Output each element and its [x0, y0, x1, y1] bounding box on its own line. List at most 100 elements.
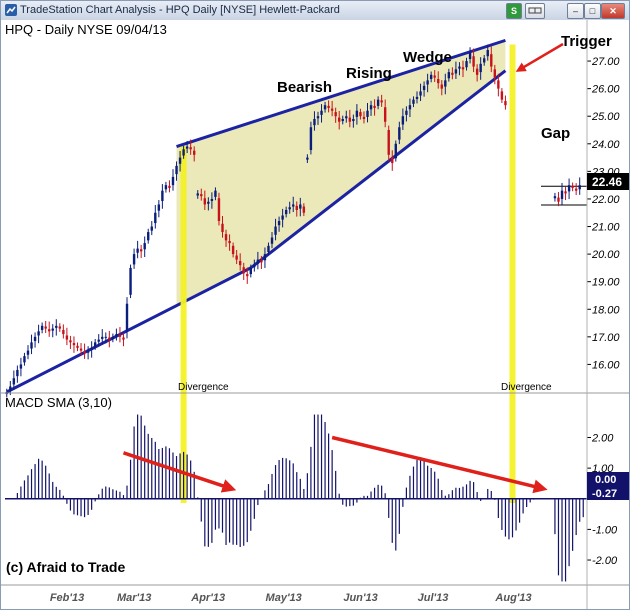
- annotation-rising: Rising: [346, 65, 392, 82]
- candle-body: [214, 190, 217, 197]
- annotation-gap: Gap: [541, 125, 570, 142]
- candle-body: [567, 185, 571, 192]
- candle-body: [299, 204, 302, 209]
- candle-body: [447, 72, 451, 79]
- candle-body: [419, 91, 422, 96]
- candle-body: [65, 335, 69, 340]
- candle-body: [97, 339, 100, 342]
- tradestation-app-icon: [5, 4, 17, 16]
- time-tick-label: Apr'13: [190, 592, 225, 604]
- candle-body: [147, 232, 150, 241]
- trigger-arrow: [515, 42, 564, 72]
- candle-body: [408, 105, 412, 110]
- candle-body: [196, 193, 199, 196]
- divergence-lines: [180, 44, 516, 503]
- candle-body: [497, 80, 500, 89]
- candle-body: [313, 118, 316, 126]
- candle-body: [415, 96, 419, 99]
- title-bar[interactable]: TradeStation Chart Analysis - HPQ Daily …: [1, 1, 629, 21]
- annotation-trigger: Trigger: [561, 33, 612, 50]
- candle-body: [553, 196, 557, 199]
- candle-body: [458, 66, 461, 69]
- candle-body: [122, 337, 125, 340]
- candle-body: [235, 255, 238, 260]
- candle-body: [270, 237, 274, 244]
- candle-body: [412, 99, 415, 104]
- candle-body: [366, 110, 369, 117]
- candle-body: [451, 72, 454, 75]
- link-chain-icon: [528, 7, 542, 14]
- candle-body: [380, 100, 383, 103]
- candle-body: [468, 52, 472, 59]
- wedge-upper-line: [176, 38, 506, 148]
- candle-body: [72, 343, 76, 346]
- candle-body: [178, 157, 182, 164]
- candle-body: [58, 326, 62, 329]
- candle-body: [253, 265, 256, 268]
- price-chart-title: HPQ - Daily NYSE 09/04/13: [5, 22, 167, 37]
- time-tick-label: Aug'13: [494, 592, 531, 604]
- candle-body: [221, 223, 224, 233]
- candle-body: [383, 107, 387, 122]
- candle-body: [203, 198, 207, 205]
- last-price-label: 22.46: [592, 175, 622, 189]
- candle-body: [260, 260, 263, 263]
- candle-body: [157, 204, 161, 211]
- candle-body: [334, 112, 337, 117]
- price-tick-label: 25.00: [591, 111, 620, 123]
- candle-body: [111, 336, 115, 339]
- candle-body: [454, 69, 458, 74]
- candle-body: [465, 61, 468, 68]
- candle-body: [86, 350, 90, 353]
- annotation-wedge: Wedge: [403, 49, 452, 66]
- time-axis: Feb'13 Mar'13 Apr'13 May'13 Jun'13 Jul'13 Aug'…: [50, 592, 532, 604]
- minimize-button[interactable]: –: [567, 3, 584, 19]
- candle-body: [345, 116, 348, 119]
- candle-body: [574, 188, 578, 191]
- candle-body: [231, 245, 235, 255]
- candle-body: [444, 80, 447, 87]
- price-tick-label: 17.00: [592, 332, 620, 344]
- candle-body: [83, 351, 86, 354]
- symbol-link-button[interactable]: S: [506, 3, 522, 19]
- candle-body: [479, 63, 482, 73]
- candle-body: [23, 356, 26, 363]
- annotation-divergence-2: Divergence: [501, 382, 552, 393]
- candle-body: [369, 105, 373, 110]
- candle-body: [125, 303, 129, 331]
- candle-body: [189, 147, 192, 150]
- close-button[interactable]: ✕: [601, 3, 625, 19]
- price-tick-label: 19.00: [592, 277, 620, 289]
- candle-body: [246, 274, 249, 277]
- candle-body: [69, 340, 72, 343]
- candle-body: [426, 80, 429, 85]
- candle-body: [341, 118, 344, 122]
- candle-body: [143, 243, 146, 250]
- price-tick-label: 22.00: [591, 194, 620, 206]
- maximize-button[interactable]: □: [584, 3, 601, 19]
- candle-body: [207, 201, 210, 204]
- candle-body: [242, 267, 245, 274]
- candle-body: [376, 99, 380, 106]
- price-tick-label: 18.00: [592, 304, 620, 316]
- candle-body: [292, 204, 295, 207]
- chart-area[interactable]: 16.0017.0018.0019.0020.0021.0022.0023.00…: [1, 20, 629, 609]
- candle-body: [295, 205, 298, 210]
- time-tick-label: Feb'13: [50, 592, 84, 604]
- time-tick-label: May'13: [266, 592, 302, 604]
- candle-body: [461, 67, 465, 70]
- candle-body: [437, 78, 440, 84]
- time-tick-label: Jul'13: [418, 592, 449, 604]
- candle-body: [129, 267, 132, 295]
- candle-body: [490, 54, 493, 67]
- candle-body: [302, 206, 306, 213]
- candle-body: [355, 110, 359, 117]
- candle-body: [571, 185, 574, 188]
- link-menu-button[interactable]: [525, 3, 545, 19]
- candle-body: [483, 58, 486, 63]
- candle-body: [316, 116, 320, 119]
- candle-body: [118, 334, 122, 337]
- candle-body: [429, 74, 433, 79]
- macd-tick-label: -1.00: [592, 524, 618, 536]
